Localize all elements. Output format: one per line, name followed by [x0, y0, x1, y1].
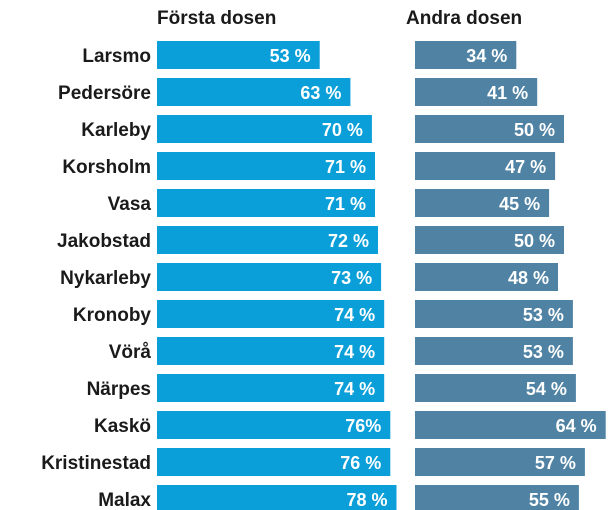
category-label: Närpes	[87, 379, 151, 400]
category-label: Vörå	[109, 342, 152, 363]
category-label: Karleby	[81, 120, 151, 141]
category-label: Pedersöre	[58, 83, 151, 104]
second-dose-value-label: 55 %	[529, 490, 570, 510]
category-label: Korsholm	[62, 157, 151, 178]
second-dose-bar	[415, 115, 564, 143]
second-dose-value-label: 64 %	[556, 416, 597, 436]
category-label: Nykarleby	[60, 268, 151, 289]
first-dose-bar	[157, 78, 351, 106]
second-dose-bar	[415, 374, 576, 402]
first-dose-value-label: 74 %	[334, 305, 375, 325]
second-dose-value-label: 53 %	[523, 305, 564, 325]
second-dose-bar	[415, 337, 573, 365]
second-dose-bar	[415, 152, 556, 180]
first-dose-value-label: 74 %	[334, 379, 375, 399]
category-label: Kronoby	[73, 305, 152, 326]
first-dose-bar	[157, 189, 375, 217]
category-label: Larsmo	[82, 46, 151, 67]
first-dose-bar	[157, 374, 385, 402]
category-label: Kristinestad	[41, 453, 151, 474]
first-dose-value-label: 78 %	[346, 490, 387, 510]
chart-rows: Larsmo 53 % 34 % Pedersöre 63 % 41 % Karleby 70…	[41, 41, 606, 510]
first-dose-value-label: 76%	[345, 416, 381, 436]
second-dose-bar	[415, 189, 550, 217]
first-dose-bar	[157, 115, 372, 143]
second-dose-bar	[415, 300, 573, 328]
second-dose-value-label: 47 %	[505, 157, 546, 177]
first-dose-bar	[157, 448, 391, 476]
second-dose-bar	[415, 41, 517, 69]
first-dose-value-label: 73 %	[331, 268, 372, 288]
category-label: Kaskö	[94, 416, 151, 437]
first-dose-bar	[157, 300, 385, 328]
first-dose-bar	[157, 152, 375, 180]
second-dose-value-label: 48 %	[508, 268, 549, 288]
category-label: Jakobstad	[57, 231, 151, 252]
first-dose-bar	[157, 226, 378, 254]
header-first-dose: Första dosen	[157, 8, 276, 29]
first-dose-value-label: 71 %	[325, 194, 366, 214]
second-dose-value-label: 53 %	[523, 342, 564, 362]
first-dose-value-label: 76 %	[340, 453, 381, 473]
first-dose-value-label: 53 %	[270, 46, 311, 66]
first-dose-bar	[157, 337, 385, 365]
first-dose-value-label: 74 %	[334, 342, 375, 362]
first-dose-bar	[157, 411, 391, 439]
second-dose-bar	[415, 263, 558, 291]
second-dose-value-label: 54 %	[526, 379, 567, 399]
second-dose-value-label: 34 %	[466, 46, 507, 66]
category-label: Vasa	[108, 194, 152, 215]
second-dose-value-label: 57 %	[535, 453, 576, 473]
second-dose-bar	[415, 485, 579, 510]
first-dose-value-label: 70 %	[322, 120, 363, 140]
second-dose-bar	[415, 226, 564, 254]
second-dose-value-label: 50 %	[514, 120, 555, 140]
second-dose-bar	[415, 78, 538, 106]
category-label: Malax	[98, 490, 151, 510]
header-second-dose: Andra dosen	[406, 8, 522, 29]
second-dose-bar	[415, 411, 606, 439]
first-dose-value-label: 71 %	[325, 157, 366, 177]
first-dose-value-label: 72 %	[328, 231, 369, 251]
first-dose-bar	[157, 263, 382, 291]
second-dose-value-label: 45 %	[499, 194, 540, 214]
first-dose-value-label: 63 %	[300, 83, 341, 103]
first-dose-bar	[157, 485, 397, 510]
second-dose-value-label: 50 %	[514, 231, 555, 251]
first-dose-bar	[157, 41, 320, 69]
second-dose-value-label: 41 %	[487, 83, 528, 103]
second-dose-bar	[415, 448, 585, 476]
